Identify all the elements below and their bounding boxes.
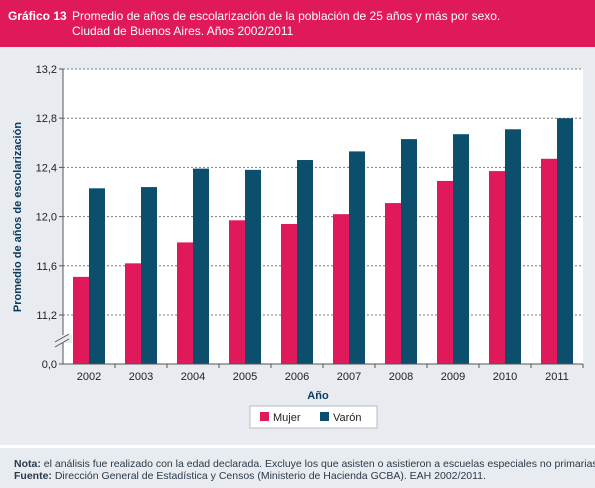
- x-axis-label: Año: [307, 390, 329, 402]
- y-tick-label: 13,2: [36, 64, 57, 76]
- chart-title-line-1: Promedio de años de escolarización de la…: [72, 9, 501, 23]
- bar-mujer-2003: [125, 263, 141, 364]
- chart-header: Gráfico 13 Promedio de años de escolariz…: [0, 0, 595, 47]
- bar-mujer-2008: [385, 203, 401, 364]
- y-tick-label: 12,4: [36, 162, 57, 174]
- chart-title: Promedio de años de escolarización de la…: [72, 9, 587, 39]
- legend-label: Mujer: [273, 412, 301, 424]
- bar-chart: 13,2 12,8 12,4 12,0 11,6 11,2 0,0 2002 2003 2004…: [12, 64, 584, 429]
- legend: Mujer Varón: [249, 405, 378, 429]
- x-tick-label: 2011: [545, 371, 569, 383]
- bar-varn-2010: [505, 129, 521, 364]
- x-tick-label: 2010: [493, 371, 517, 383]
- x-tick-label: 2005: [233, 371, 257, 383]
- x-tick-label: 2007: [337, 371, 361, 383]
- bar-varn-2011: [557, 118, 573, 364]
- y-tick-label: 0,0: [42, 359, 57, 371]
- bar-mujer-2006: [281, 223, 297, 364]
- bar-mujer-2011: [541, 158, 557, 364]
- bar-varn-2002: [89, 188, 105, 364]
- x-tick-label: 2003: [129, 371, 153, 383]
- bar-varn-2004: [193, 168, 209, 364]
- bar-mujer-2005: [229, 220, 245, 364]
- x-tick-labels: 2002 2003 2004 2005 2006 2007 2008 2009 2010 2011: [77, 364, 584, 383]
- x-tick-label: 2004: [181, 371, 205, 383]
- y-tick-label: 11,6: [36, 261, 57, 273]
- source-key: Fuente:: [14, 470, 52, 482]
- bar-mujer-2002: [73, 276, 89, 364]
- x-tick-label: 2009: [441, 371, 465, 383]
- source-line: Fuente: Dirección General de Estadística…: [14, 470, 595, 482]
- note-text: el análisis fue realizado con la edad de…: [40, 458, 595, 470]
- bar-varn-2008: [401, 139, 417, 364]
- source-text: Dirección General de Estadística y Censo…: [51, 470, 486, 482]
- bar-varn-2005: [245, 169, 261, 364]
- x-tick-label: 2008: [389, 371, 413, 383]
- legend-box: [249, 405, 378, 429]
- y-axis-label: Promedio de años de escolarización: [12, 122, 24, 312]
- figure-label: Gráfico 13: [8, 9, 67, 23]
- y-tick-label: 12,0: [36, 212, 57, 224]
- legend-label: Varón: [333, 412, 362, 424]
- x-tick-label: 2002: [77, 371, 101, 383]
- note-line: Nota: el análisis fue realizado con la e…: [14, 458, 595, 470]
- chart-subtitle: Ciudad de Buenos Aires. Años 2002/2011: [72, 24, 294, 38]
- bar-mujer-2004: [177, 242, 193, 364]
- legend-swatch: [320, 412, 329, 421]
- bars: [73, 118, 573, 364]
- x-tick-label: 2006: [285, 371, 309, 383]
- note-key: Nota:: [14, 458, 41, 470]
- bar-varn-2009: [453, 134, 469, 364]
- chart-footer: Nota: el análisis fue realizado con la e…: [0, 445, 595, 488]
- y-tick-label: 12,8: [36, 113, 57, 125]
- axis-break-icon: [54, 333, 72, 348]
- bar-varn-2007: [349, 151, 365, 364]
- legend-swatch: [260, 412, 269, 421]
- bar-mujer-2010: [489, 171, 505, 364]
- bar-mujer-2007: [333, 214, 349, 364]
- bar-varn-2006: [297, 160, 313, 364]
- y-tick-labels: 13,2 12,8 12,4 12,0 11,6 11,2 0,0: [36, 64, 63, 371]
- bar-mujer-2009: [437, 180, 453, 364]
- y-tick-label: 11,2: [36, 310, 57, 322]
- bar-varn-2003: [141, 187, 157, 364]
